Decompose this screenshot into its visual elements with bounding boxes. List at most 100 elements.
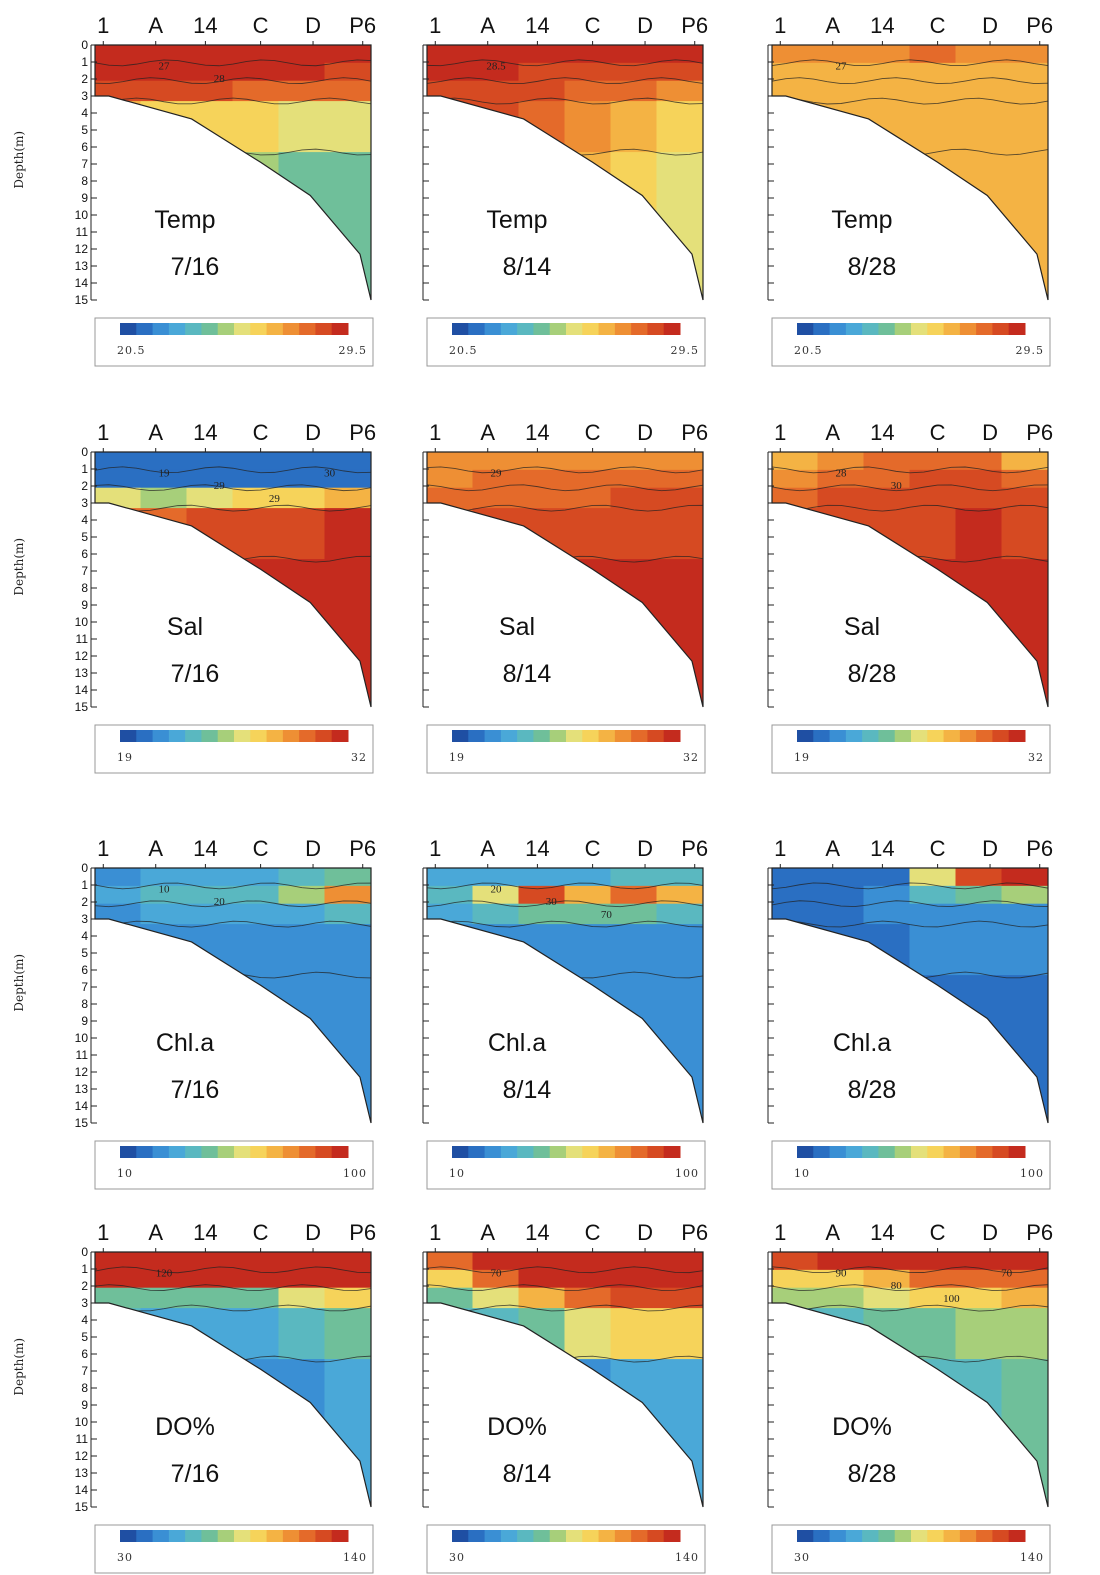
- panel-date-label: 7/16: [171, 1076, 220, 1104]
- section-cell: [564, 80, 612, 102]
- section-cell: [324, 903, 371, 925]
- colorbar-swatch: [234, 323, 251, 335]
- section-cell: [656, 1308, 703, 1360]
- depth-tick-label: 8: [81, 997, 88, 1011]
- section-cell: [232, 903, 280, 925]
- panel-variable-label: Sal: [167, 613, 203, 641]
- colorbar-swatch: [250, 730, 268, 742]
- depth-tick-label: 8: [81, 581, 88, 595]
- section-cell: [656, 508, 703, 560]
- section-cell: [772, 1252, 819, 1271]
- section-cell: [817, 452, 865, 471]
- colorbar-swatch: [484, 323, 502, 335]
- colorbar-max-label: 100: [1020, 1167, 1044, 1180]
- section-cell: [232, 1359, 280, 1507]
- section-cell: [95, 885, 142, 905]
- section-cell: [518, 1252, 566, 1271]
- section-cell: [472, 885, 520, 905]
- depth-axis-label: Depth(m): [12, 538, 26, 596]
- section-cell: [278, 452, 326, 471]
- section-cell: [427, 62, 474, 82]
- depth-tick-label: 12: [75, 649, 89, 663]
- colorbar-swatch: [582, 1146, 600, 1158]
- section-cell: [324, 975, 371, 1123]
- colorbar-swatch: [663, 1146, 681, 1158]
- colorbar-swatch: [299, 1146, 316, 1158]
- section-cell: [772, 975, 819, 1123]
- depth-tick-label: 0: [81, 861, 88, 875]
- section-cell: [909, 80, 957, 102]
- section-cell: [278, 868, 326, 887]
- section-cell: [140, 924, 188, 976]
- colorbar-swatch: [549, 730, 567, 742]
- section-cell: [610, 868, 658, 887]
- colorbar-swatch: [614, 323, 632, 335]
- contour-line: [95, 504, 371, 512]
- section-cell: [955, 508, 1003, 560]
- depth-axis-label: Depth(m): [12, 954, 26, 1012]
- depth-tick-label: 0: [81, 1245, 88, 1259]
- section-cell: [232, 885, 280, 905]
- panel-temp-8-28: 1 A 14 C D P6 27 Temp 8/28 20.5 29.5: [767, 13, 1053, 367]
- station-label: C: [930, 1220, 946, 1245]
- colorbar-min-label: 30: [449, 1551, 465, 1564]
- station-label: D: [305, 836, 321, 861]
- panel-sal-8-28: 1 A 14 C D P6 28 30 Sal 8/28 19 32: [767, 420, 1053, 774]
- colorbar-swatch: [631, 730, 648, 742]
- depth-tick-label: 13: [75, 1466, 89, 1480]
- section-cell: [564, 1359, 612, 1507]
- colorbar-swatch: [663, 1530, 681, 1542]
- contour-label: 70: [601, 909, 613, 921]
- depth-tick-label: 9: [81, 1398, 88, 1412]
- colorbar-swatch: [1008, 1146, 1026, 1158]
- colorbar-swatch: [468, 323, 486, 335]
- colorbar-swatch: [878, 1146, 896, 1158]
- section-cell: [232, 62, 280, 82]
- station-label: A: [480, 836, 495, 861]
- depth-tick-label: 15: [75, 1500, 89, 1514]
- section-cell: [95, 469, 142, 489]
- section-cell: [955, 975, 1003, 1123]
- section-cell: [909, 487, 957, 509]
- depth-tick-label: 6: [81, 547, 88, 561]
- section-cell: [427, 508, 474, 560]
- section-cell: [772, 152, 819, 300]
- section-outline: [426, 451, 704, 708]
- section-cell: [955, 1269, 1003, 1289]
- colorbar-swatch: [217, 323, 235, 335]
- depth-tick-label: 14: [75, 276, 89, 290]
- section-cell: [186, 101, 234, 153]
- section-cell: [518, 469, 566, 489]
- section-cell: [324, 924, 371, 976]
- section-cell: [772, 1308, 819, 1360]
- depth-tick-label: 9: [81, 191, 88, 205]
- section-cell: [1001, 1287, 1048, 1309]
- colorbar-swatch: [566, 730, 583, 742]
- colorbar-swatch: [549, 323, 567, 335]
- section-cell: [564, 487, 612, 509]
- section-cell: [427, 1252, 474, 1271]
- section-cell: [610, 1287, 658, 1309]
- section-cell: [955, 80, 1003, 102]
- section-cell: [863, 101, 911, 153]
- colorbar-swatch: [894, 323, 912, 335]
- section-cell: [1001, 975, 1048, 1123]
- colorbar-swatch: [1008, 730, 1026, 742]
- section-cell: [610, 1252, 658, 1271]
- section-cell: [909, 152, 957, 300]
- station-label: A: [825, 836, 840, 861]
- colorbar-swatch: [894, 730, 912, 742]
- colorbar-swatch: [911, 323, 928, 335]
- section-cell: [232, 80, 280, 102]
- section-cell: [95, 1359, 142, 1507]
- depth-tick-label: 8: [81, 174, 88, 188]
- colorbar-swatch: [533, 730, 551, 742]
- panel-date-label: 8/14: [503, 253, 552, 281]
- colorbar-swatch: [992, 323, 1010, 335]
- section-cell: [186, 924, 234, 976]
- station-label: 1: [774, 420, 786, 445]
- station-label: D: [637, 420, 653, 445]
- depth-tick-label: 1: [81, 462, 88, 476]
- contour-line: [95, 882, 371, 890]
- section-cell: [955, 1252, 1003, 1271]
